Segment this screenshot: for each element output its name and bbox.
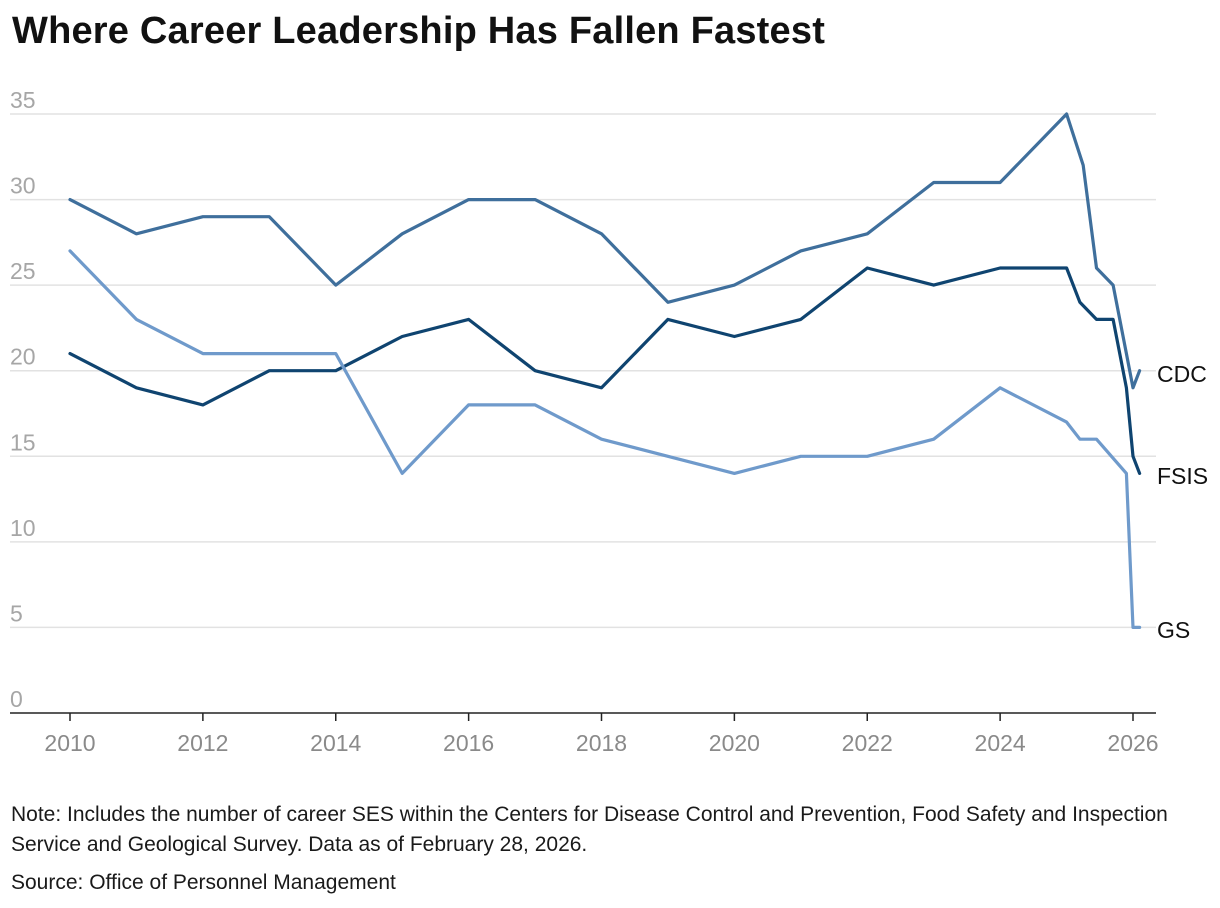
series-line-cdc xyxy=(68,112,1142,390)
x-tick-label: 2018 xyxy=(576,730,627,756)
series-label-gs: GS xyxy=(1157,617,1190,643)
x-tick-label: 2016 xyxy=(443,730,494,756)
y-tick-label: 25 xyxy=(10,258,36,284)
y-tick-label: 30 xyxy=(10,173,36,199)
series-labels: CDC FSIS GS xyxy=(1157,361,1208,643)
x-tick-label: 2020 xyxy=(709,730,760,756)
series-lines xyxy=(68,112,1142,629)
x-tick-label: 2022 xyxy=(842,730,893,756)
chart-title: Where Career Leadership Has Fallen Faste… xyxy=(12,10,826,52)
y-axis-ticks: 0 5 10 15 20 25 30 35 xyxy=(10,87,36,712)
series-line-gs xyxy=(68,249,1142,629)
series-label-cdc: CDC xyxy=(1157,361,1207,387)
y-tick-label: 10 xyxy=(10,515,36,541)
x-tick-label: 2014 xyxy=(310,730,361,756)
y-tick-label: 35 xyxy=(10,87,36,113)
x-axis-ticks: 2010 2012 2014 2016 2018 2020 2022 2024 2026 xyxy=(44,713,1159,756)
y-tick-label: 0 xyxy=(10,686,23,712)
chart-note: Note: Includes the number of career SES … xyxy=(11,803,1168,856)
x-tick-label: 2026 xyxy=(1107,730,1158,756)
x-tick-label: 2024 xyxy=(975,730,1026,756)
gridlines xyxy=(10,113,1156,629)
y-tick-label: 20 xyxy=(10,344,36,370)
y-tick-label: 5 xyxy=(10,600,23,626)
series-line-fsis xyxy=(68,266,1142,475)
series-label-fsis: FSIS xyxy=(1157,463,1208,489)
y-tick-label: 15 xyxy=(10,429,36,455)
chart-source: Source: Office of Personnel Management xyxy=(11,871,396,894)
x-tick-label: 2010 xyxy=(44,730,95,756)
x-tick-label: 2012 xyxy=(177,730,228,756)
